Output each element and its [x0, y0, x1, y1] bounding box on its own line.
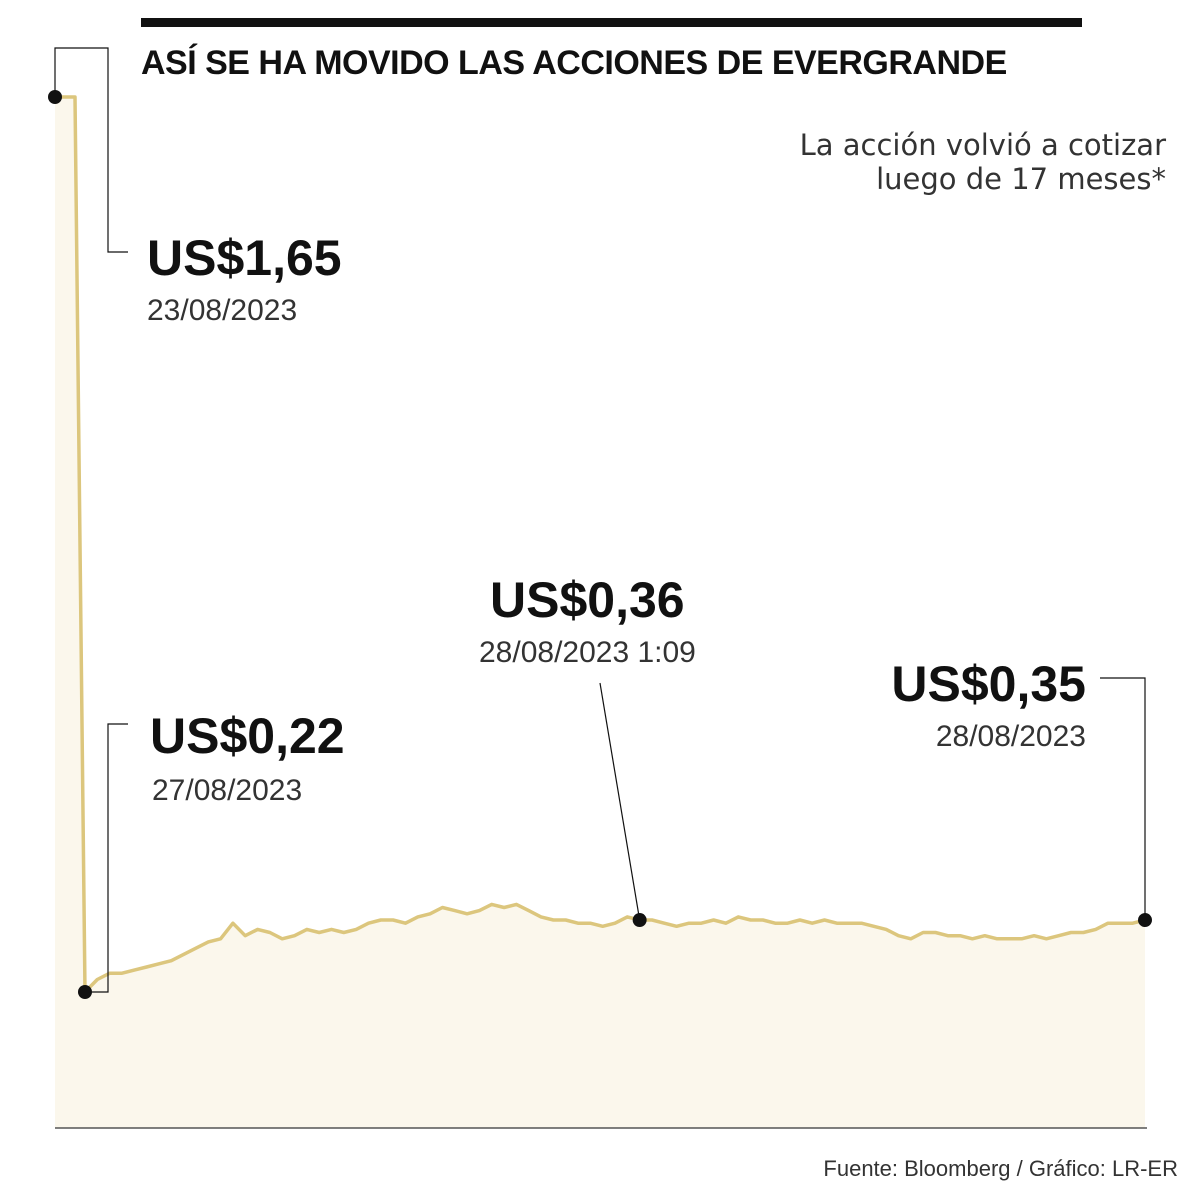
price-line [55, 95, 1146, 994]
chart-title: ASÍ SE HA MOVIDO LAS ACCIONES DE EVERGRA… [141, 44, 1007, 82]
first-date-label: 23/08/2023 [147, 294, 298, 327]
low-date-label: 27/08/2023 [152, 774, 303, 807]
annotation-markers [48, 90, 1152, 999]
low-price-label: US$0,22 [150, 708, 345, 764]
source-note: Fuente: Bloomberg / Gráfico: LR-ER [823, 1156, 1178, 1181]
last-price-label: US$0,35 [891, 656, 1086, 712]
mid-date-label: 28/08/2023 1:09 [479, 636, 696, 669]
low-leader [85, 723, 128, 993]
first-price-label: US$1,65 [147, 230, 342, 286]
last-date-label: 28/08/2023 [935, 720, 1086, 753]
last-leader [1100, 677, 1146, 921]
annotation-leaders [54, 47, 1146, 993]
mid-marker [632, 913, 647, 928]
first-marker [48, 90, 62, 104]
mid-leader [599, 682, 641, 921]
low-marker [78, 985, 92, 999]
subtitle-line-2: luego de 17 meses* [876, 162, 1166, 196]
price-area-fill [55, 97, 1145, 1128]
first-leader [54, 47, 128, 253]
chart-subtitle: La acción volvió a cotizar luego de 17 m… [746, 128, 1166, 196]
last-marker [1138, 913, 1152, 928]
mid-price-label: US$0,36 [490, 572, 685, 628]
top-rule [141, 18, 1082, 27]
subtitle-line-1: La acción volvió a cotizar [799, 128, 1166, 162]
